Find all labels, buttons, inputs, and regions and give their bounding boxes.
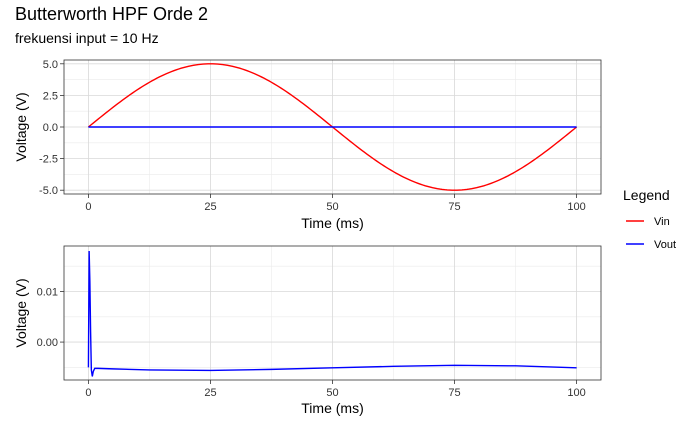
legend-title: Legend: [623, 187, 670, 203]
y-axis-label: Voltage (V): [13, 278, 29, 347]
x-axis-label: Time (ms): [301, 215, 363, 231]
x-tick-label: 50: [326, 201, 338, 213]
legend-label-vout: Vout: [654, 239, 676, 251]
y-tick-label: 0.0: [43, 122, 58, 134]
x-tick-label: 100: [567, 201, 585, 213]
x-axis-label: Time (ms): [301, 400, 363, 416]
chart-subtitle: frekuensi input = 10 Hz: [15, 30, 159, 46]
x-tick-label: 25: [204, 387, 216, 399]
y-tick-label: 2.5: [43, 90, 58, 102]
y-tick-label: 0.01: [37, 287, 58, 299]
x-tick-label: 0: [85, 201, 91, 213]
y-tick-label: 0.00: [37, 337, 58, 349]
series-line-vout: [87, 251, 577, 377]
x-tick-label: 75: [448, 387, 460, 399]
x-tick-label: 100: [567, 387, 585, 399]
x-tick-label: 75: [448, 201, 460, 213]
y-tick-label: -2.5: [39, 154, 58, 166]
y-axis-label: Voltage (V): [13, 92, 29, 161]
x-tick-label: 25: [204, 201, 216, 213]
legend-label-vin: Vin: [654, 216, 670, 228]
x-tick-label: 50: [326, 387, 338, 399]
chart-title: Butterworth HPF Orde 2: [15, 4, 209, 24]
y-tick-label: 5.0: [43, 59, 58, 71]
y-tick-label: -5.0: [39, 185, 58, 197]
x-tick-label: 0: [85, 387, 91, 399]
